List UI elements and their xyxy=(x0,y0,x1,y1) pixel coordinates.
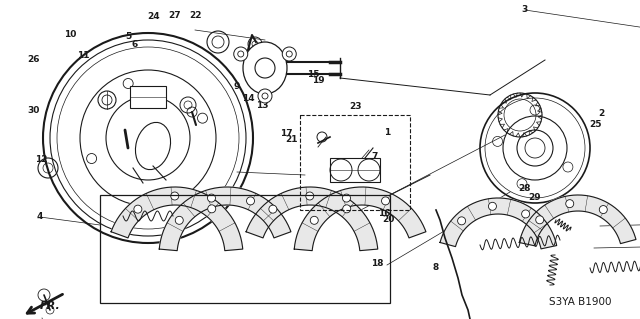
Text: 12: 12 xyxy=(35,155,48,164)
Text: 2: 2 xyxy=(598,109,605,118)
Circle shape xyxy=(207,194,216,202)
Text: 28: 28 xyxy=(518,184,531,193)
Text: 14: 14 xyxy=(242,94,255,103)
Ellipse shape xyxy=(243,42,287,94)
Circle shape xyxy=(381,197,390,205)
Circle shape xyxy=(258,89,272,103)
Text: 3: 3 xyxy=(522,5,528,14)
Circle shape xyxy=(488,202,497,210)
Circle shape xyxy=(208,205,216,213)
Text: 11: 11 xyxy=(77,51,90,60)
Text: 27: 27 xyxy=(168,11,180,20)
Text: 9: 9 xyxy=(234,82,240,91)
Text: 26: 26 xyxy=(27,55,40,63)
Text: 25: 25 xyxy=(589,120,602,129)
Text: 5: 5 xyxy=(125,32,131,41)
Text: 20: 20 xyxy=(382,215,395,224)
Text: 18: 18 xyxy=(371,259,384,268)
Text: 30: 30 xyxy=(27,106,40,115)
Text: FR.: FR. xyxy=(40,301,60,311)
Circle shape xyxy=(522,210,530,218)
Circle shape xyxy=(566,200,573,208)
Circle shape xyxy=(536,216,544,224)
Circle shape xyxy=(599,205,607,213)
Circle shape xyxy=(310,216,318,224)
Text: 29: 29 xyxy=(528,193,541,202)
Polygon shape xyxy=(294,187,426,251)
Circle shape xyxy=(234,47,248,61)
Circle shape xyxy=(343,205,351,213)
Bar xyxy=(330,158,380,182)
Circle shape xyxy=(171,192,179,200)
Circle shape xyxy=(306,192,314,200)
Text: 6: 6 xyxy=(131,40,138,48)
Text: 7: 7 xyxy=(371,152,378,161)
Circle shape xyxy=(175,216,183,224)
Polygon shape xyxy=(159,187,291,251)
Text: 24: 24 xyxy=(147,12,160,21)
Text: 17: 17 xyxy=(280,130,293,138)
Circle shape xyxy=(134,205,142,213)
Text: 1: 1 xyxy=(384,128,390,137)
Text: 16: 16 xyxy=(378,209,390,218)
Circle shape xyxy=(282,47,296,61)
Circle shape xyxy=(458,217,466,225)
Text: S3YA B1900: S3YA B1900 xyxy=(548,297,611,307)
Circle shape xyxy=(269,205,277,213)
Bar xyxy=(100,195,390,303)
Circle shape xyxy=(342,194,351,202)
Polygon shape xyxy=(519,195,636,246)
Circle shape xyxy=(246,197,255,205)
Text: 23: 23 xyxy=(349,102,362,111)
Text: 13: 13 xyxy=(256,101,269,110)
Text: 8: 8 xyxy=(432,263,438,272)
Text: 4: 4 xyxy=(36,212,43,221)
Polygon shape xyxy=(440,198,557,249)
Text: 10: 10 xyxy=(64,30,77,39)
Bar xyxy=(130,86,166,108)
Text: 15: 15 xyxy=(307,70,320,79)
Text: 19: 19 xyxy=(312,76,324,85)
Text: 21: 21 xyxy=(285,135,298,144)
Text: 22: 22 xyxy=(189,11,202,20)
Polygon shape xyxy=(246,187,378,251)
Polygon shape xyxy=(111,187,243,251)
Bar xyxy=(300,115,410,210)
